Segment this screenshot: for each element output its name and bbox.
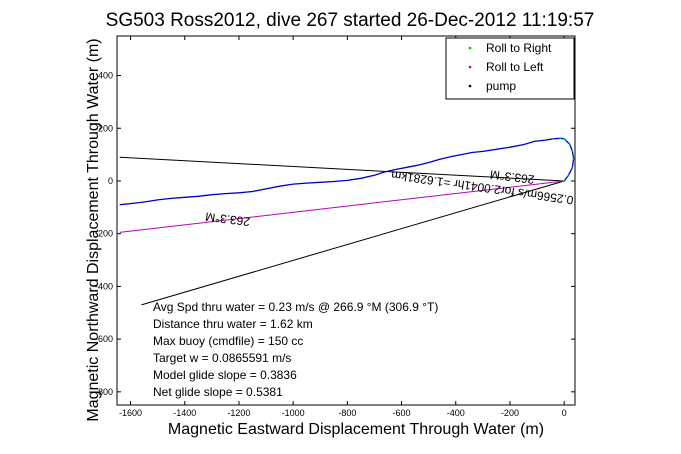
data-point <box>563 137 566 140</box>
y-tick-label: -800 <box>95 387 113 397</box>
y-axis-label: Magnetic Northward Displacement Through … <box>85 38 102 421</box>
stat-line: Max buoy (cmdfile) = 150 cc <box>153 334 303 348</box>
chart-title: SG503 Ross2012, dive 267 started 26-Dec-… <box>106 10 595 31</box>
reference-line <box>119 180 565 233</box>
annotation: 263.3°M <box>205 210 251 229</box>
data-point <box>571 149 574 152</box>
stat-line: Model glide slope = 0.3836 <box>153 368 297 382</box>
data-point <box>568 143 571 146</box>
reference-line <box>119 156 565 182</box>
y-tick-label: -600 <box>95 334 113 344</box>
stat-line: Target w = 0.0865591 m/s <box>153 351 291 365</box>
series <box>119 137 575 206</box>
x-tick-label: -1000 <box>282 408 305 418</box>
x-axis-label: Magnetic Eastward Displacement Through W… <box>168 421 544 438</box>
stat-line: Avg Spd thru water = 0.23 m/s @ 266.9 °M… <box>153 300 438 314</box>
data-point <box>552 137 555 140</box>
legend-box <box>445 37 575 100</box>
x-tick-label: -200 <box>501 408 519 418</box>
stat-line: Distance thru water = 1.62 km <box>153 317 313 331</box>
annotation: 263.3°M <box>489 167 535 186</box>
legend-entry: Roll to Left <box>486 60 544 74</box>
data-point <box>571 166 574 169</box>
legend-marker <box>468 84 472 88</box>
stat-line: Net glide slope = 0.5381 <box>153 385 283 399</box>
x-tick-label: -1400 <box>173 408 196 418</box>
x-tick-label: -400 <box>447 408 465 418</box>
y-tick-label: 0 <box>108 176 113 186</box>
data-point <box>563 179 566 182</box>
data-point <box>564 139 567 142</box>
series-line <box>119 137 575 206</box>
x-tick-label: -1600 <box>119 408 142 418</box>
legend-entry: pump <box>486 79 516 93</box>
reference-lines <box>119 156 565 306</box>
data-point <box>567 174 570 177</box>
legend-marker <box>468 65 472 69</box>
y-tick-label: -200 <box>95 229 113 239</box>
data-point <box>572 157 575 160</box>
legend-marker <box>468 46 472 50</box>
x-tick-label: -600 <box>393 408 411 418</box>
x-tick-label: -800 <box>338 408 356 418</box>
data-point <box>559 137 562 140</box>
x-tick-label: 0 <box>562 408 567 418</box>
legend-entry: Roll to Right <box>486 41 552 55</box>
legend: Roll to Right Roll to Left pump <box>445 37 575 100</box>
y-tick-label: 200 <box>98 123 113 133</box>
y-tick-label: -400 <box>95 281 113 291</box>
x-tick-label: -1200 <box>227 408 250 418</box>
stats-text: Avg Spd thru water = 0.23 m/s @ 266.9 °M… <box>153 300 438 399</box>
y-tick-label: 400 <box>98 71 113 81</box>
reference-line <box>141 180 565 306</box>
